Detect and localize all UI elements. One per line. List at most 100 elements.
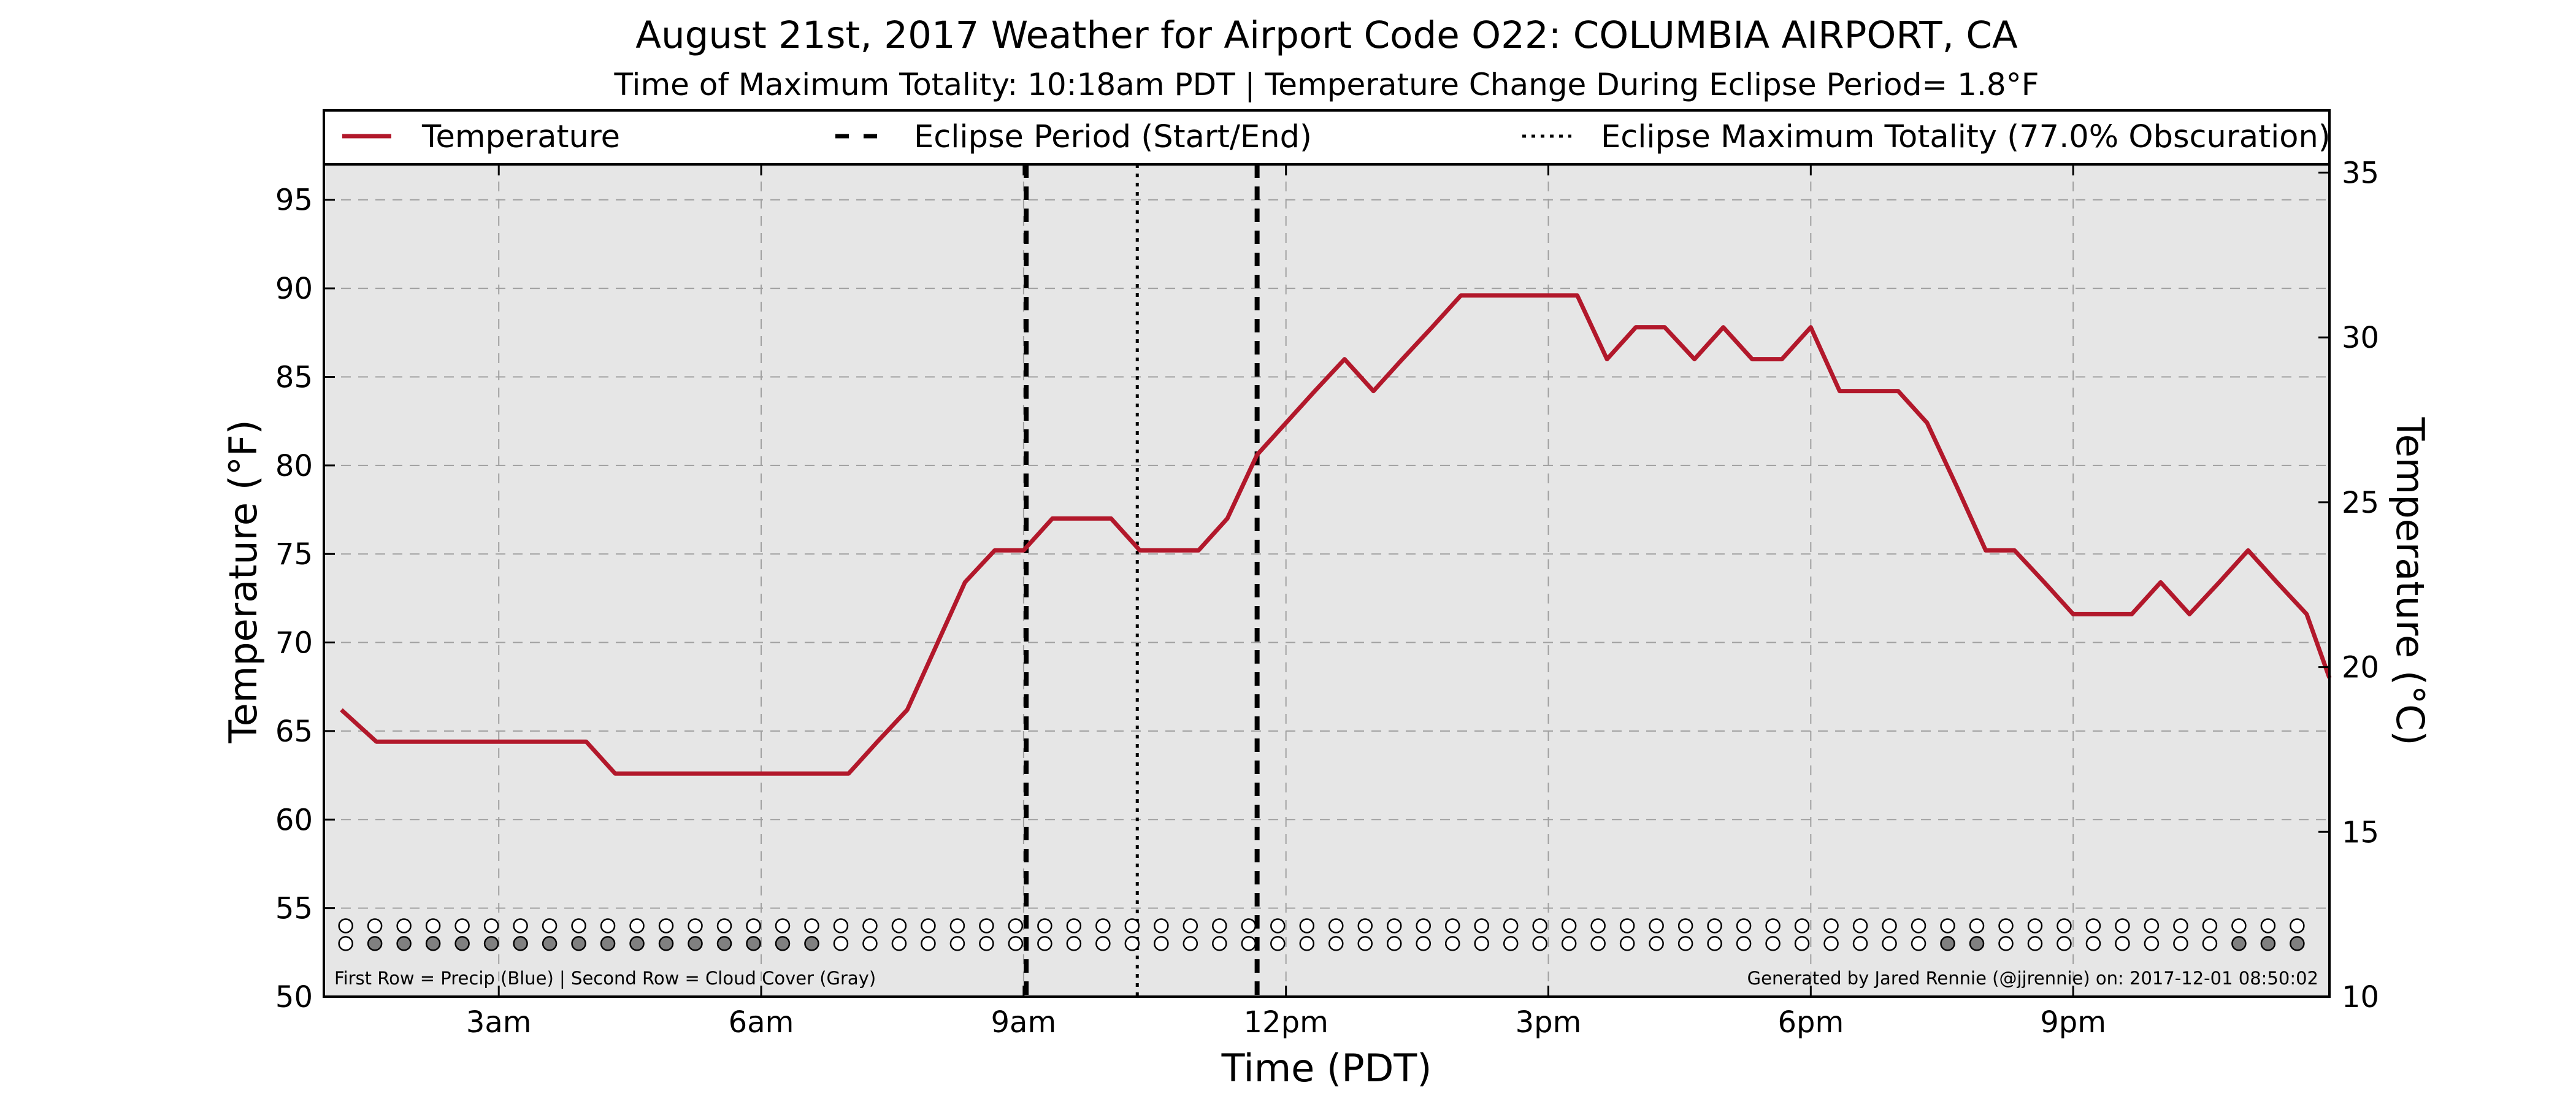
cloud-marker-26 xyxy=(1095,936,1111,951)
cloud-marker-29 xyxy=(1183,936,1198,951)
precip-marker-35 xyxy=(1357,918,1373,933)
precip-marker-41 xyxy=(1532,918,1547,933)
cloud-marker-23 xyxy=(1008,936,1024,951)
indicator-markers xyxy=(338,918,2305,951)
precip-marker-43 xyxy=(1590,918,1606,933)
x-tick-label-3: 12pm xyxy=(1244,1005,1328,1040)
cloud-marker-56 xyxy=(1969,936,1985,951)
precip-marker-3 xyxy=(425,918,441,933)
y-tick-label-7: 85 xyxy=(275,360,313,394)
precip-marker-55 xyxy=(1940,918,1955,933)
precip-marker-57 xyxy=(1998,918,2014,933)
y-right-tick-label-2: 20 xyxy=(2342,651,2379,685)
cloud-marker-50 xyxy=(1794,936,1810,951)
precip-marker-27 xyxy=(1124,918,1140,933)
cloud-marker-24 xyxy=(1037,936,1052,951)
cloud-marker-64 xyxy=(2202,936,2218,951)
precip-marker-40 xyxy=(1503,918,1519,933)
cloud-marker-57 xyxy=(1998,936,2014,951)
precip-marker-9 xyxy=(600,918,616,933)
cloud-marker-58 xyxy=(2027,936,2043,951)
y-right-tick-label-3: 25 xyxy=(2342,486,2379,520)
cloud-marker-15 xyxy=(775,936,791,951)
cloud-marker-34 xyxy=(1328,936,1344,951)
cloud-marker-37 xyxy=(1416,936,1431,951)
cloud-marker-28 xyxy=(1154,936,1169,951)
cloud-marker-12 xyxy=(688,936,703,951)
precip-marker-38 xyxy=(1444,918,1460,933)
precip-marker-23 xyxy=(1008,918,1024,933)
cloud-marker-45 xyxy=(1649,936,1664,951)
y-axis-label-left: Temperature (°F) xyxy=(221,420,266,743)
x-axis-ticks: 3am 6am 9am 12pm 3pm 6pm 9pm xyxy=(466,164,2106,1040)
cloud-marker-59 xyxy=(2057,936,2072,951)
precip-marker-11 xyxy=(658,918,674,933)
precip-marker-61 xyxy=(2115,918,2130,933)
y-tick-label-3: 65 xyxy=(275,715,313,749)
cloud-marker-36 xyxy=(1386,936,1402,951)
cloud-marker-42 xyxy=(1561,936,1577,951)
cloud-marker-0 xyxy=(338,936,353,951)
precip-marker-10 xyxy=(629,918,645,933)
cloud-marker-1 xyxy=(367,936,383,951)
legend-label-eclipse-max: Eclipse Maximum Totality (77.0% Obscurat… xyxy=(1601,119,2331,155)
precip-marker-46 xyxy=(1677,918,1693,933)
y-tick-label-5: 75 xyxy=(275,537,313,572)
cloud-marker-3 xyxy=(425,936,441,951)
cloud-marker-21 xyxy=(949,936,965,951)
precip-marker-24 xyxy=(1037,918,1052,933)
cloud-marker-5 xyxy=(483,936,499,951)
precip-marker-65 xyxy=(2231,918,2247,933)
y-tick-label-1: 55 xyxy=(275,892,313,926)
precip-marker-0 xyxy=(338,918,353,933)
cloud-marker-35 xyxy=(1357,936,1373,951)
cloud-marker-7 xyxy=(542,936,558,951)
precip-marker-15 xyxy=(775,918,791,933)
chart-title: August 21st, 2017 Weather for Airport Co… xyxy=(635,13,2018,57)
precip-marker-29 xyxy=(1183,918,1198,933)
cloud-marker-6 xyxy=(513,936,528,951)
x-tick-label-4: 3pm xyxy=(1516,1005,1582,1040)
cloud-marker-53 xyxy=(1882,936,1897,951)
cloud-marker-10 xyxy=(629,936,645,951)
y-right-tick-label-0: 10 xyxy=(2342,980,2379,1014)
cloud-marker-2 xyxy=(396,936,412,951)
precip-marker-50 xyxy=(1794,918,1810,933)
cloud-marker-66 xyxy=(2260,936,2276,951)
y-right-tick-label-5: 35 xyxy=(2342,156,2379,190)
precip-marker-18 xyxy=(862,918,878,933)
cloud-marker-51 xyxy=(1823,936,1839,951)
precip-marker-49 xyxy=(1765,918,1781,933)
legend-label-eclipse-period: Eclipse Period (Start/End) xyxy=(914,119,1312,155)
cloud-marker-46 xyxy=(1677,936,1693,951)
cloud-marker-55 xyxy=(1940,936,1955,951)
chart-subtitle: Time of Maximum Totality: 10:18am PDT | … xyxy=(614,67,2039,102)
legend: Temperature Eclipse Period (Start/End) E… xyxy=(323,109,2331,166)
precip-marker-13 xyxy=(716,918,732,933)
cloud-marker-27 xyxy=(1124,936,1140,951)
x-tick-label-5: 6pm xyxy=(1777,1005,1844,1040)
cloud-marker-67 xyxy=(2290,936,2305,951)
cloud-marker-16 xyxy=(804,936,819,951)
precip-marker-20 xyxy=(921,918,936,933)
precip-marker-16 xyxy=(804,918,819,933)
precip-marker-25 xyxy=(1066,918,1082,933)
cloud-marker-60 xyxy=(2085,936,2101,951)
precip-marker-60 xyxy=(2085,918,2101,933)
x-tick-label-2: 9am xyxy=(991,1005,1057,1040)
precip-marker-12 xyxy=(688,918,703,933)
x-tick-label-6: 9pm xyxy=(2040,1005,2106,1040)
y-tick-label-2: 60 xyxy=(275,803,313,837)
precip-marker-33 xyxy=(1299,918,1315,933)
precip-marker-39 xyxy=(1474,918,1489,933)
cloud-marker-25 xyxy=(1066,936,1082,951)
plot-area xyxy=(324,164,2329,997)
precip-marker-32 xyxy=(1270,918,1286,933)
precip-marker-59 xyxy=(2057,918,2072,933)
y-tick-label-4: 70 xyxy=(275,626,313,661)
precip-marker-22 xyxy=(979,918,994,933)
precip-marker-48 xyxy=(1736,918,1752,933)
precip-marker-58 xyxy=(2027,918,2043,933)
precip-marker-17 xyxy=(833,918,849,933)
